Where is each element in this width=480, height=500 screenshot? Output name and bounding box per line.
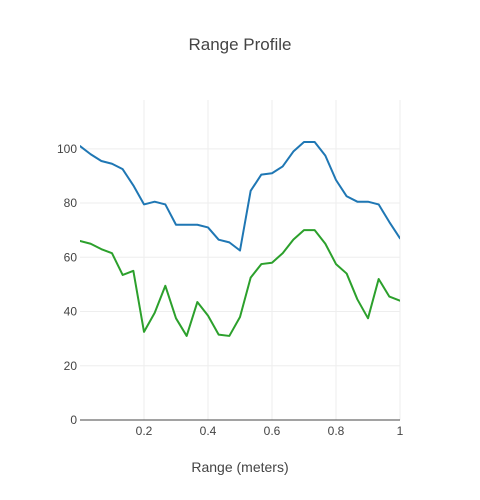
y-tick-label: 60: [64, 250, 78, 264]
x-tick-label: 0.8: [328, 424, 345, 438]
axis-layer: 0 20 40 60 80 100 0.2 0.4 0.6 0.8 1: [57, 142, 404, 438]
grid-layer: [80, 100, 401, 420]
y-tick-label: 0: [70, 413, 77, 427]
chart-title: Range Profile: [188, 35, 291, 54]
x-tick-label: 0.2: [136, 424, 153, 438]
series-line-1: [80, 141, 400, 252]
x-tick-label: 0.6: [264, 424, 281, 438]
y-tick-label: 40: [64, 305, 78, 319]
x-axis-title: Range (meters): [191, 459, 288, 475]
x-tick-label: 0.4: [200, 424, 217, 438]
plot-area: [80, 141, 400, 337]
y-tick-label: 100: [57, 142, 77, 156]
x-tick-label: 1: [397, 424, 404, 438]
series-line-2: [80, 229, 400, 337]
y-tick-label: 20: [64, 359, 78, 373]
y-tick-label: 80: [64, 196, 78, 210]
